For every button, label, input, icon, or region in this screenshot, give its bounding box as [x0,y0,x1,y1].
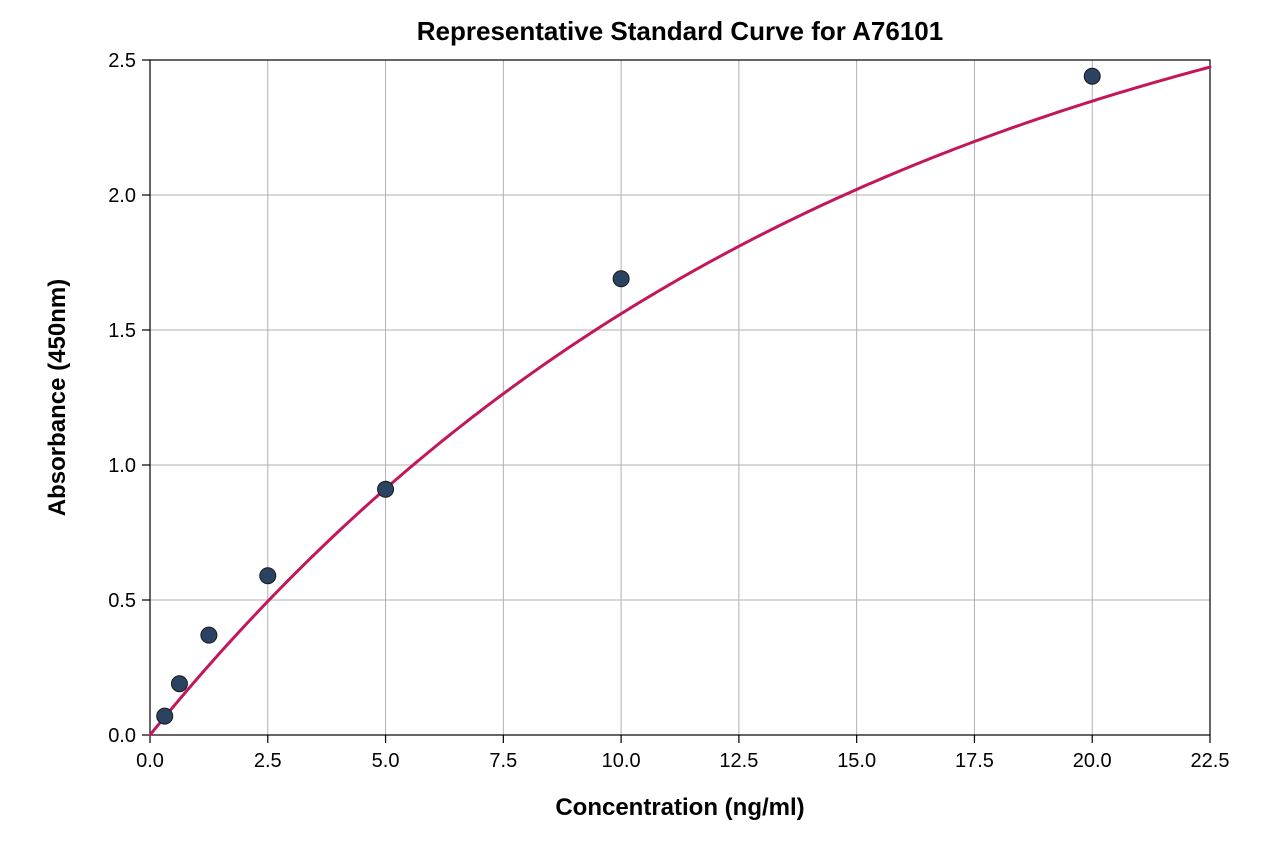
y-tick-label: 2.5 [108,50,136,72]
data-point [171,676,187,692]
x-tick-label: 15.0 [837,750,876,772]
x-tick-label: 2.5 [254,750,282,772]
x-tick-label: 20.0 [1073,750,1112,772]
data-point [1084,68,1100,84]
y-tick-label: 0.0 [108,725,136,747]
x-tick-label: 22.5 [1191,750,1230,772]
y-axis-label: Absorbance (450nm) [44,279,71,516]
x-tick-label: 7.5 [489,750,517,772]
data-point [201,627,217,643]
plot-area [150,60,1210,735]
chart-title: Representative Standard Curve for A76101 [417,16,943,46]
x-tick-label: 0.0 [136,750,164,772]
x-tick-label: 17.5 [955,750,994,772]
data-point [260,568,276,584]
data-point [378,481,394,497]
x-tick-label: 10.0 [602,750,641,772]
y-tick-label: 1.0 [108,455,136,477]
x-tick-label: 5.0 [372,750,400,772]
y-tick-label: 1.5 [108,320,136,342]
chart-container: 0.0 2.5 5.0 7.5 10.0 12.5 15.0 17.5 20.0 22.5 0.0 0… [0,0,1280,845]
y-tick-label: 2.0 [108,185,136,207]
x-axis-label: Concentration (ng/ml) [555,794,804,821]
data-point [157,708,173,724]
chart-svg: 0.0 2.5 5.0 7.5 10.0 12.5 15.0 17.5 20.0 22.5 0.0 0… [0,0,1280,845]
y-tick-label: 0.5 [108,590,136,612]
data-point [613,271,629,287]
x-tick-label: 12.5 [719,750,758,772]
